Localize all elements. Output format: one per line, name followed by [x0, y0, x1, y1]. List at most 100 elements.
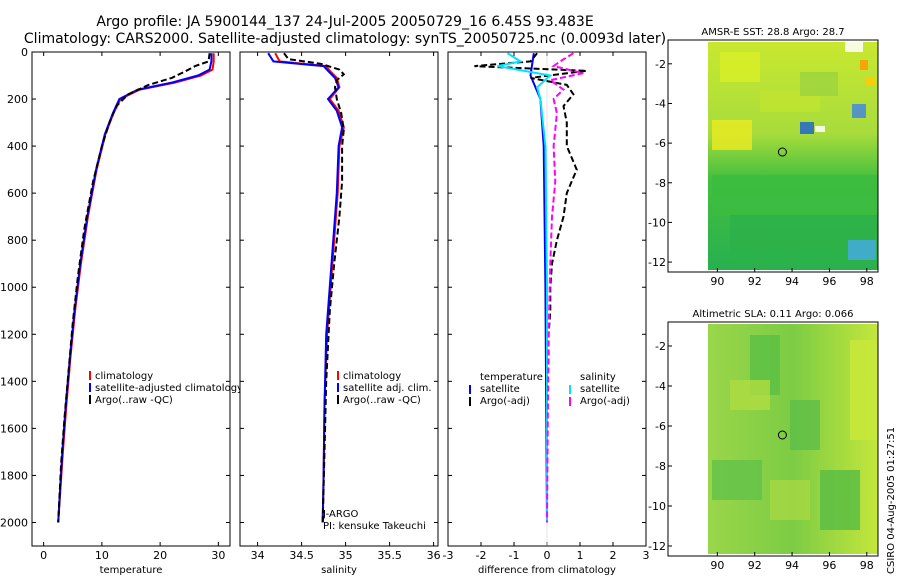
sla-map: Altimetric SLA: 0.11 Argo: 0.066 90 92 94 96… — [648, 309, 879, 572]
temperature-series-2 — [57, 53, 211, 523]
sla-map-ytick-label: -12 — [648, 540, 666, 553]
depth-tick-label: 1600 — [0, 422, 28, 435]
sst-map-ytick-label: -12 — [648, 256, 666, 269]
sst-patch — [848, 240, 876, 260]
difference-xtick-label: -3 — [443, 549, 454, 562]
sst-map-ytick-label: -4 — [655, 97, 666, 110]
legend-label: climatology — [343, 371, 401, 382]
sla-map-xtick-label: 96 — [822, 559, 836, 572]
temperature-xtick-label: 0 — [40, 549, 47, 562]
legend-label: Argo(-adj) — [480, 396, 530, 407]
salinity-panel: 34 34.5 35 35.5 36 salinity climatologysatelli… — [239, 51, 441, 576]
temperature-panel: 0 10 20 30 temperature 0 200 400 600 800 1000 1200 1… — [0, 46, 243, 576]
sla-patch — [770, 480, 810, 520]
legend-label: Argo(-adj) — [580, 396, 630, 407]
depth-tick-label: 1000 — [0, 281, 28, 294]
sla-map-ytick-label: -6 — [655, 420, 666, 433]
temperature-xtick-label: 30 — [211, 549, 225, 562]
sla-map-title: Altimetric SLA: 0.11 Argo: 0.066 — [693, 309, 854, 320]
sst-map-ytick-label: -10 — [648, 216, 666, 229]
legend-label: climatology — [95, 371, 153, 382]
difference-xtick-label: 3 — [643, 549, 650, 562]
sst-map-xtick-label: 96 — [822, 275, 836, 288]
sst-map-xtick-label: 94 — [785, 275, 799, 288]
salinity-xtick-label: 34.5 — [289, 549, 314, 562]
sst-map-ytick-label: -6 — [655, 137, 666, 150]
difference-series-3 — [546, 52, 584, 523]
depth-tick-label: 1400 — [0, 375, 28, 388]
sla-map-ytick-label: -10 — [648, 500, 666, 513]
salinity-xtick-label: 35 — [339, 549, 353, 562]
salinity-series-1 — [267, 52, 344, 523]
difference-xtick-label: -1 — [509, 549, 520, 562]
sla-map-xtick-label: 98 — [860, 559, 874, 572]
sst-map-xtick-label: 90 — [710, 275, 724, 288]
sla-map-xtick-label: 90 — [710, 559, 724, 572]
pi-annotation: PI: kensuke Takeuchi — [323, 521, 426, 532]
salinity-xtick-label: 35.5 — [377, 549, 402, 562]
sst-patch — [866, 78, 876, 86]
sla-map-frame — [667, 321, 879, 557]
sst-patch — [800, 122, 814, 134]
platform-annotation: J-ARGO — [322, 509, 359, 520]
sst-map-title: AMSR-E SST: 28.8 Argo: 28.7 — [701, 27, 844, 38]
sst-map-ytick-label: -2 — [655, 58, 666, 71]
chart-title-line2: Climatology: CARS2000. Satellite-adjuste… — [23, 31, 667, 47]
sst-map-xtick-label: 92 — [748, 275, 762, 288]
sst-map-frame — [667, 39, 879, 273]
legend-label: Argo(..raw -QC) — [343, 395, 421, 406]
depth-tick-label: 2000 — [0, 516, 28, 529]
sla-patch — [850, 340, 878, 440]
salinity-frame — [239, 51, 439, 547]
legend-label: salinity — [580, 372, 616, 383]
difference-xlabel: difference from climatology — [478, 565, 616, 576]
sst-patch — [860, 60, 868, 70]
sla-map-ytick-label: -2 — [655, 340, 666, 353]
legend-label: temperature — [480, 372, 543, 383]
temperature-frame — [31, 51, 231, 547]
sst-map-xtick-label: 98 — [860, 275, 874, 288]
sla-map-ytick-label: -4 — [655, 380, 666, 393]
sst-patch — [712, 175, 878, 215]
temperature-xlabel: temperature — [100, 565, 163, 576]
salinity-xlabel: salinity — [321, 565, 357, 576]
difference-panel: -3 -2 -1 0 1 2 3 difference from climatology tem… — [443, 51, 650, 576]
chart-title-line1: Argo profile: JA 5900144_137 24-Jul-2005… — [96, 14, 594, 30]
sla-map-ytick-label: -8 — [655, 460, 666, 473]
difference-xtick-label: 0 — [544, 549, 551, 562]
sst-map: AMSR-E SST: 28.8 Argo: 28.7 90 92 94 96 98 -2 -… — [648, 27, 879, 288]
sla-patch — [730, 380, 770, 410]
sla-patch — [820, 470, 860, 530]
salinity-series-2 — [283, 52, 346, 523]
difference-xtick-label: 1 — [577, 549, 584, 562]
difference-xtick-label: -2 — [476, 549, 487, 562]
legend-label: satellite — [480, 384, 520, 395]
sla-map-xtick-label: 94 — [785, 559, 799, 572]
sla-map-xtick-label: 92 — [748, 559, 762, 572]
temperature-xtick-label: 20 — [153, 549, 167, 562]
depth-tick-label: 400 — [7, 140, 28, 153]
sst-patch — [845, 42, 863, 52]
temperature-series-1 — [57, 53, 213, 523]
sst-map-argo-marker — [777, 147, 787, 157]
salinity-xtick-label: 36 — [427, 549, 441, 562]
legend-label: satellite adj. clim. — [343, 383, 432, 394]
legend-label: satellite-adjusted climatology — [95, 383, 243, 394]
salinity-xtick-label: 34 — [251, 549, 265, 562]
legend-label: Argo(..raw -QC) — [95, 395, 173, 406]
sst-patch — [712, 120, 752, 150]
depth-tick-label: 1800 — [0, 469, 28, 482]
sst-patch — [852, 104, 866, 118]
sst-map-ytick-label: -8 — [655, 177, 666, 190]
sst-patch — [720, 52, 760, 82]
depth-tick-label: 1200 — [0, 328, 28, 341]
depth-tick-label: 200 — [7, 93, 28, 106]
sla-patch — [790, 400, 820, 450]
depth-tick-label: 800 — [7, 234, 28, 247]
sla-patch — [712, 460, 762, 500]
sst-patch — [815, 126, 825, 132]
sst-patch — [800, 72, 838, 96]
depth-tick-label: 600 — [7, 187, 28, 200]
difference-series-2 — [497, 52, 553, 523]
